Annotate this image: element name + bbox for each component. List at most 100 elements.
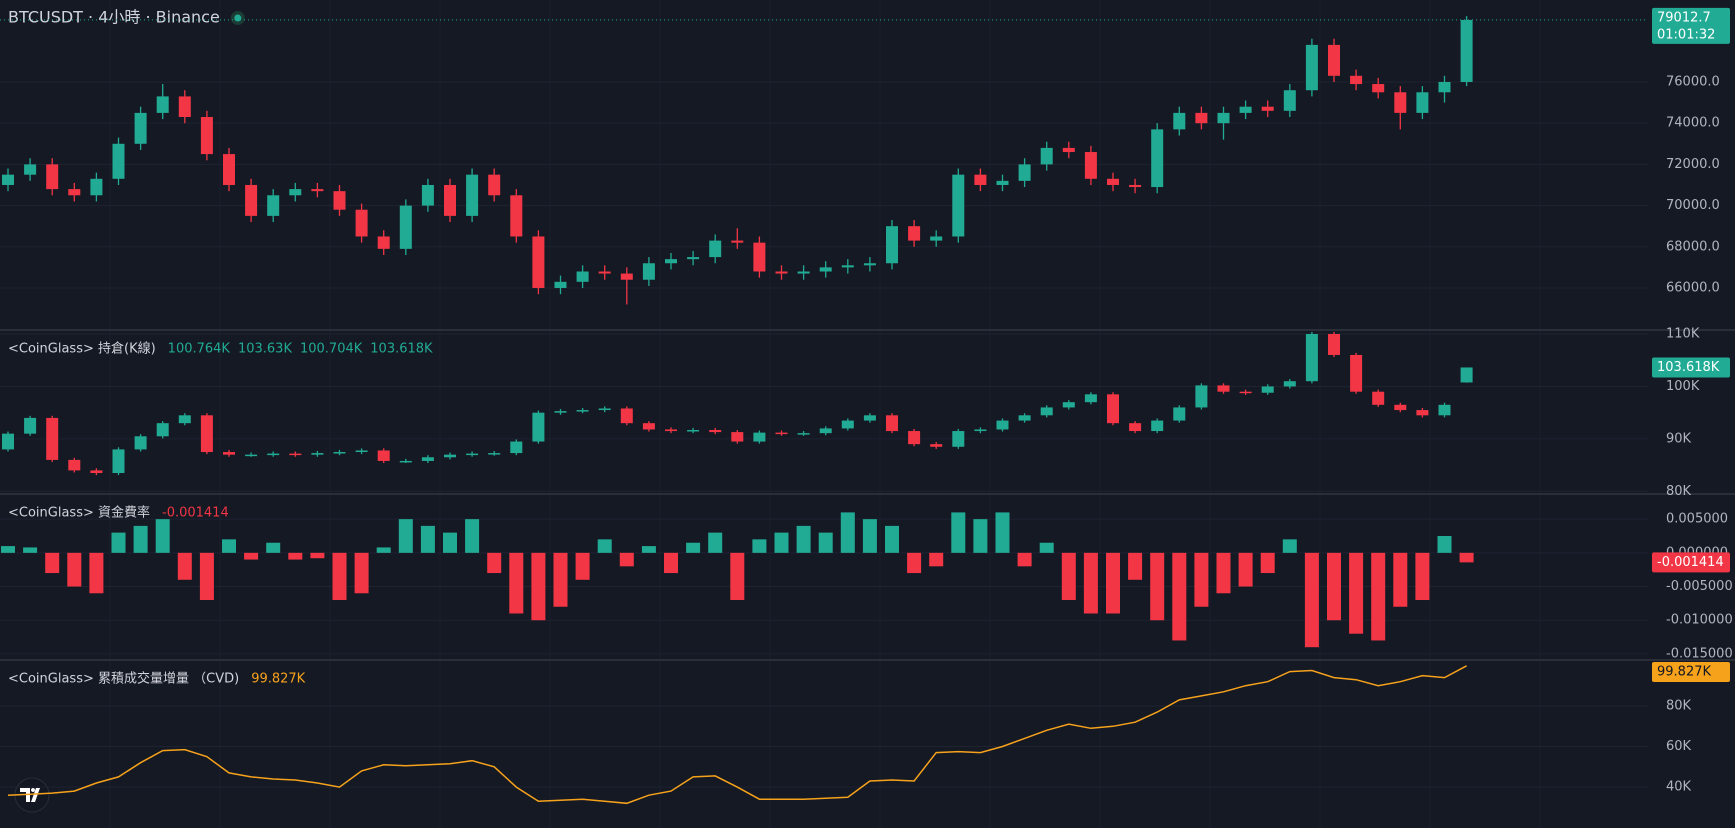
price-tag-label: 103.618K <box>1657 360 1720 375</box>
funding-bar <box>199 552 214 601</box>
candle-body <box>731 432 744 442</box>
funding-bar <box>244 552 259 560</box>
candle-body <box>863 415 876 421</box>
funding-bar <box>1194 552 1209 607</box>
candle-body <box>90 178 103 196</box>
candle-body <box>1173 407 1186 421</box>
candle-body <box>797 433 810 435</box>
funding-bar <box>1282 539 1297 553</box>
candle-body <box>1129 184 1142 188</box>
candle-body <box>1372 391 1385 405</box>
funding-bar <box>177 552 192 580</box>
candle-body <box>642 423 655 430</box>
candle-body <box>1283 90 1296 111</box>
candle-body <box>554 281 567 288</box>
candle-body <box>1261 106 1274 111</box>
candle-body <box>444 454 456 458</box>
candle-body <box>333 191 346 210</box>
value-readout: 99.827K <box>251 672 305 687</box>
candle-body <box>488 174 501 196</box>
candle-body <box>466 174 479 216</box>
funding-bar <box>1437 535 1452 553</box>
candle-body <box>532 236 545 288</box>
candle-body <box>1394 92 1407 113</box>
candle-body <box>112 449 125 474</box>
candle-body <box>1151 129 1164 188</box>
candle-body <box>223 154 235 185</box>
candle-body <box>797 271 810 274</box>
price-tag-label: 99.827K <box>1657 665 1711 680</box>
candle-body <box>576 410 589 412</box>
funding-bar <box>553 552 568 607</box>
candle-body <box>863 263 876 266</box>
funding-bar <box>310 552 325 559</box>
candle-body <box>156 96 169 113</box>
funding-bar <box>1459 552 1474 563</box>
candle-body <box>709 240 722 258</box>
funding-bar <box>531 552 546 621</box>
funding-bar <box>465 519 480 553</box>
y-tick-label: 80K <box>1666 699 1692 714</box>
funding-bar <box>995 512 1010 553</box>
price-tag <box>1652 7 1730 44</box>
funding-bar <box>1061 552 1076 601</box>
candle-body <box>1350 75 1363 85</box>
pane-title: <CoinGlass> 累積成交量增量 （CVD) <box>8 671 239 687</box>
price-tag <box>1652 357 1730 378</box>
candle-body <box>908 226 921 241</box>
funding-bar <box>1304 552 1319 648</box>
cvd-line <box>7 665 1467 805</box>
funding-bar <box>155 519 170 553</box>
funding-bar <box>885 525 899 553</box>
candle-body <box>178 415 191 424</box>
candle-body <box>576 271 589 282</box>
candle-body <box>1084 394 1097 403</box>
candle-body <box>1239 391 1252 394</box>
candle-body <box>200 117 213 155</box>
candle-body <box>974 174 987 185</box>
candle-body <box>444 184 456 216</box>
y-tick-label: 90K <box>1666 431 1692 446</box>
candle-body <box>1328 333 1340 355</box>
funding-bar <box>840 512 855 553</box>
funding-bar <box>1 546 15 553</box>
funding-bar <box>752 539 767 553</box>
price-tag <box>1652 552 1730 573</box>
candle-body <box>90 470 103 474</box>
funding-bar <box>664 552 678 574</box>
candle-body <box>1328 44 1340 76</box>
candle-body <box>377 450 390 461</box>
candle-body <box>2 174 14 185</box>
candle-body <box>1107 394 1119 424</box>
funding-bar <box>862 519 877 553</box>
funding-bar <box>443 532 457 553</box>
candle-body <box>709 429 722 433</box>
candle-body <box>952 174 965 237</box>
candle-body <box>642 263 655 280</box>
y-tick-label: -0.015000 <box>1666 646 1733 661</box>
candle-body <box>488 453 501 455</box>
funding-bar <box>1106 552 1120 614</box>
candle-body <box>1018 415 1031 421</box>
y-tick-label: 0.005000 <box>1666 512 1728 527</box>
tradingview-logo <box>14 777 50 813</box>
y-tick-label: 70000.0 <box>1666 198 1720 213</box>
candle-body <box>1394 404 1407 411</box>
candle-body <box>200 415 213 453</box>
candle-body <box>665 259 677 264</box>
candle-body <box>665 429 677 432</box>
candle-body <box>996 420 1009 430</box>
candle-body <box>598 408 611 411</box>
candle-body <box>753 242 766 272</box>
candle-body <box>333 452 346 454</box>
candle-body <box>68 459 81 471</box>
candle-body <box>421 184 434 206</box>
funding-bar <box>973 519 988 553</box>
y-tick-label: 72000.0 <box>1666 157 1720 172</box>
funding-bar <box>1327 552 1341 621</box>
candle-body <box>289 453 302 456</box>
funding-bar <box>1216 552 1231 594</box>
price-tag-label: -0.001414 <box>1657 555 1724 570</box>
